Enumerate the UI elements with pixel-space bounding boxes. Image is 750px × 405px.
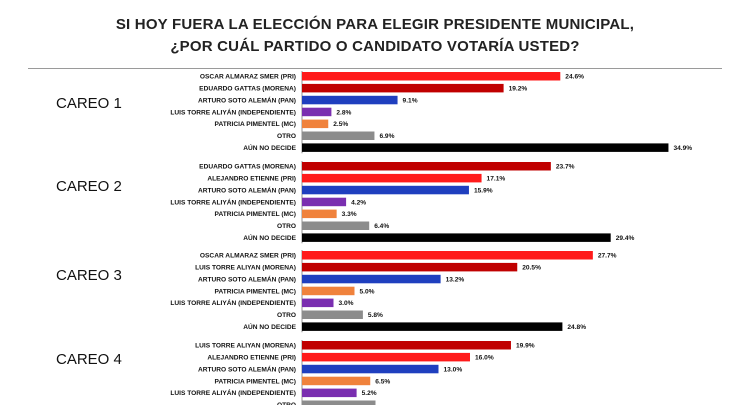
value-label-careo-2-1: 23.7% [556, 164, 575, 171]
value-label-careo-3-5: 3.0% [339, 300, 354, 307]
bar-careo-4-5 [302, 388, 357, 398]
careo-label-2: CAREO 2 [56, 178, 122, 195]
bar-careo-1-1 [302, 72, 561, 81]
value-label-careo-1-7: 34.9% [673, 145, 692, 152]
title-divider [28, 68, 722, 69]
value-label-careo-2-5: 3.3% [342, 211, 357, 218]
bar-careo-3-3 [302, 274, 441, 284]
category-label-careo-3-1: OSCAR ALMARAZ SMER (PRI) [200, 253, 296, 260]
bar-careo-2-1 [302, 162, 551, 171]
value-label-careo-1-3: 9.1% [403, 97, 418, 104]
bar-careo-2-6 [302, 221, 370, 230]
category-label-careo-4-5: LUIS TORRE ALIYÁN (INDEPENDIENTE) [170, 388, 296, 397]
value-label-careo-2-2: 17.1% [487, 176, 506, 183]
bar-careo-1-5 [302, 119, 329, 129]
value-label-careo-1-5: 2.5% [333, 121, 348, 128]
category-label-careo-2-2: ALEJANDRO ETIENNE (PRI) [207, 176, 296, 183]
bar-careo-4-2 [302, 352, 470, 362]
bar-careo-4-4 [302, 376, 371, 386]
bar-careo-2-4 [302, 197, 347, 207]
bar-careo-3-5 [302, 298, 334, 308]
value-label-careo-3-6: 5.8% [368, 312, 383, 319]
value-label-careo-1-6: 6.9% [379, 133, 394, 140]
bar-careo-4-6 [302, 400, 376, 405]
value-label-careo-4-5: 5.2% [362, 390, 377, 397]
bar-careo-2-2 [302, 173, 482, 183]
category-label-careo-3-5: LUIS TORRE ALIYÁN (INDEPENDIENTE) [170, 298, 296, 307]
bar-careo-3-1 [302, 251, 593, 260]
bar-careo-3-2 [302, 262, 518, 272]
category-label-careo-4-1: LUIS TORRE ALIYAN (MORENA) [195, 343, 296, 350]
bar-careo-2-3 [302, 185, 469, 195]
bar-careo-1-7 [302, 143, 669, 152]
value-label-careo-4-2: 16.0% [475, 355, 494, 362]
value-label-careo-3-3: 13.2% [446, 276, 465, 283]
value-label-careo-1-4: 2.8% [336, 109, 351, 116]
category-label-careo-3-3: ARTURO SOTO ALEMÁN (PAN) [198, 274, 296, 283]
category-label-careo-1-6: OTRO [277, 133, 296, 140]
value-label-careo-4-1: 19.9% [516, 343, 535, 350]
category-label-careo-1-7: AÚN NO DECIDE [243, 143, 296, 152]
category-label-careo-2-4: LUIS TORRE ALIYÁN (INDEPENDIENTE) [170, 197, 296, 206]
bar-careo-2-5 [302, 209, 337, 219]
chart-title-line-2: ¿POR CUÁL PARTIDO O CANDIDATO VOTARÍA US… [170, 38, 580, 55]
bar-careo-3-7 [302, 322, 563, 331]
category-label-careo-3-4: PATRICIA PIMENTEL (MC) [215, 288, 296, 295]
bar-careo-1-4 [302, 107, 332, 117]
category-label-careo-4-3: ARTURO SOTO ALEMÁN (PAN) [198, 364, 296, 373]
value-label-careo-1-2: 19.2% [509, 86, 528, 93]
category-label-careo-4-6: OTRO [277, 402, 296, 405]
category-label-careo-3-2: LUIS TORRE ALIYAN (MORENA) [195, 265, 296, 272]
category-label-careo-2-5: PATRICIA PIMENTEL (MC) [215, 211, 296, 218]
value-label-careo-4-3: 13.0% [444, 366, 463, 373]
bar-careo-4-1 [302, 341, 511, 350]
category-label-careo-2-1: EDUARDO GATTAS (MORENA) [199, 164, 296, 171]
bar-careo-1-2 [302, 83, 504, 93]
bar-careo-2-7 [302, 233, 611, 242]
category-label-careo-2-7: AÚN NO DECIDE [243, 233, 296, 242]
value-label-careo-3-1: 27.7% [598, 253, 617, 260]
value-label-careo-3-4: 5.0% [360, 288, 375, 295]
category-label-careo-1-1: OSCAR ALMARAZ SMER (PRI) [200, 74, 296, 81]
value-label-careo-3-2: 20.5% [522, 265, 541, 272]
category-label-careo-4-2: ALEJANDRO ETIENNE (PRI) [207, 355, 296, 362]
bar-careo-3-6 [302, 310, 363, 319]
value-label-careo-4-4: 6.5% [375, 378, 390, 385]
careo-label-1: CAREO 1 [56, 95, 122, 112]
value-label-careo-2-6: 6.4% [374, 223, 389, 230]
value-label-careo-1-1: 24.6% [565, 74, 584, 81]
bar-careo-4-3 [302, 364, 439, 374]
value-label-careo-2-4: 4.2% [351, 199, 366, 206]
bar-careo-1-6 [302, 131, 375, 140]
bar-careo-1-3 [302, 95, 398, 105]
category-label-careo-3-6: OTRO [277, 312, 296, 319]
category-label-careo-1-2: EDUARDO GATTAS (MORENA) [199, 86, 296, 93]
value-label-careo-2-3: 15.9% [474, 187, 493, 194]
value-label-careo-3-7: 24.8% [567, 324, 586, 331]
value-label-careo-2-7: 29.4% [616, 235, 635, 242]
category-label-careo-4-4: PATRICIA PIMENTEL (MC) [215, 378, 296, 385]
category-label-careo-1-4: LUIS TORRE ALIYÁN (INDEPENDIENTE) [170, 107, 296, 116]
category-label-careo-2-3: ARTURO SOTO ALEMÁN (PAN) [198, 185, 296, 194]
careo-label-4: CAREO 4 [56, 351, 122, 368]
category-label-careo-1-3: ARTURO SOTO ALEMÁN (PAN) [198, 95, 296, 104]
category-label-careo-3-7: AÚN NO DECIDE [243, 322, 296, 331]
bar-careo-3-4 [302, 286, 355, 296]
category-label-careo-1-5: PATRICIA PIMENTEL (MC) [215, 121, 296, 128]
careo-label-3: CAREO 3 [56, 267, 122, 284]
chart-title-line-1: SI HOY FUERA LA ELECCIÓN PARA ELEGIR PRE… [115, 16, 635, 33]
category-label-careo-2-6: OTRO [277, 223, 296, 230]
